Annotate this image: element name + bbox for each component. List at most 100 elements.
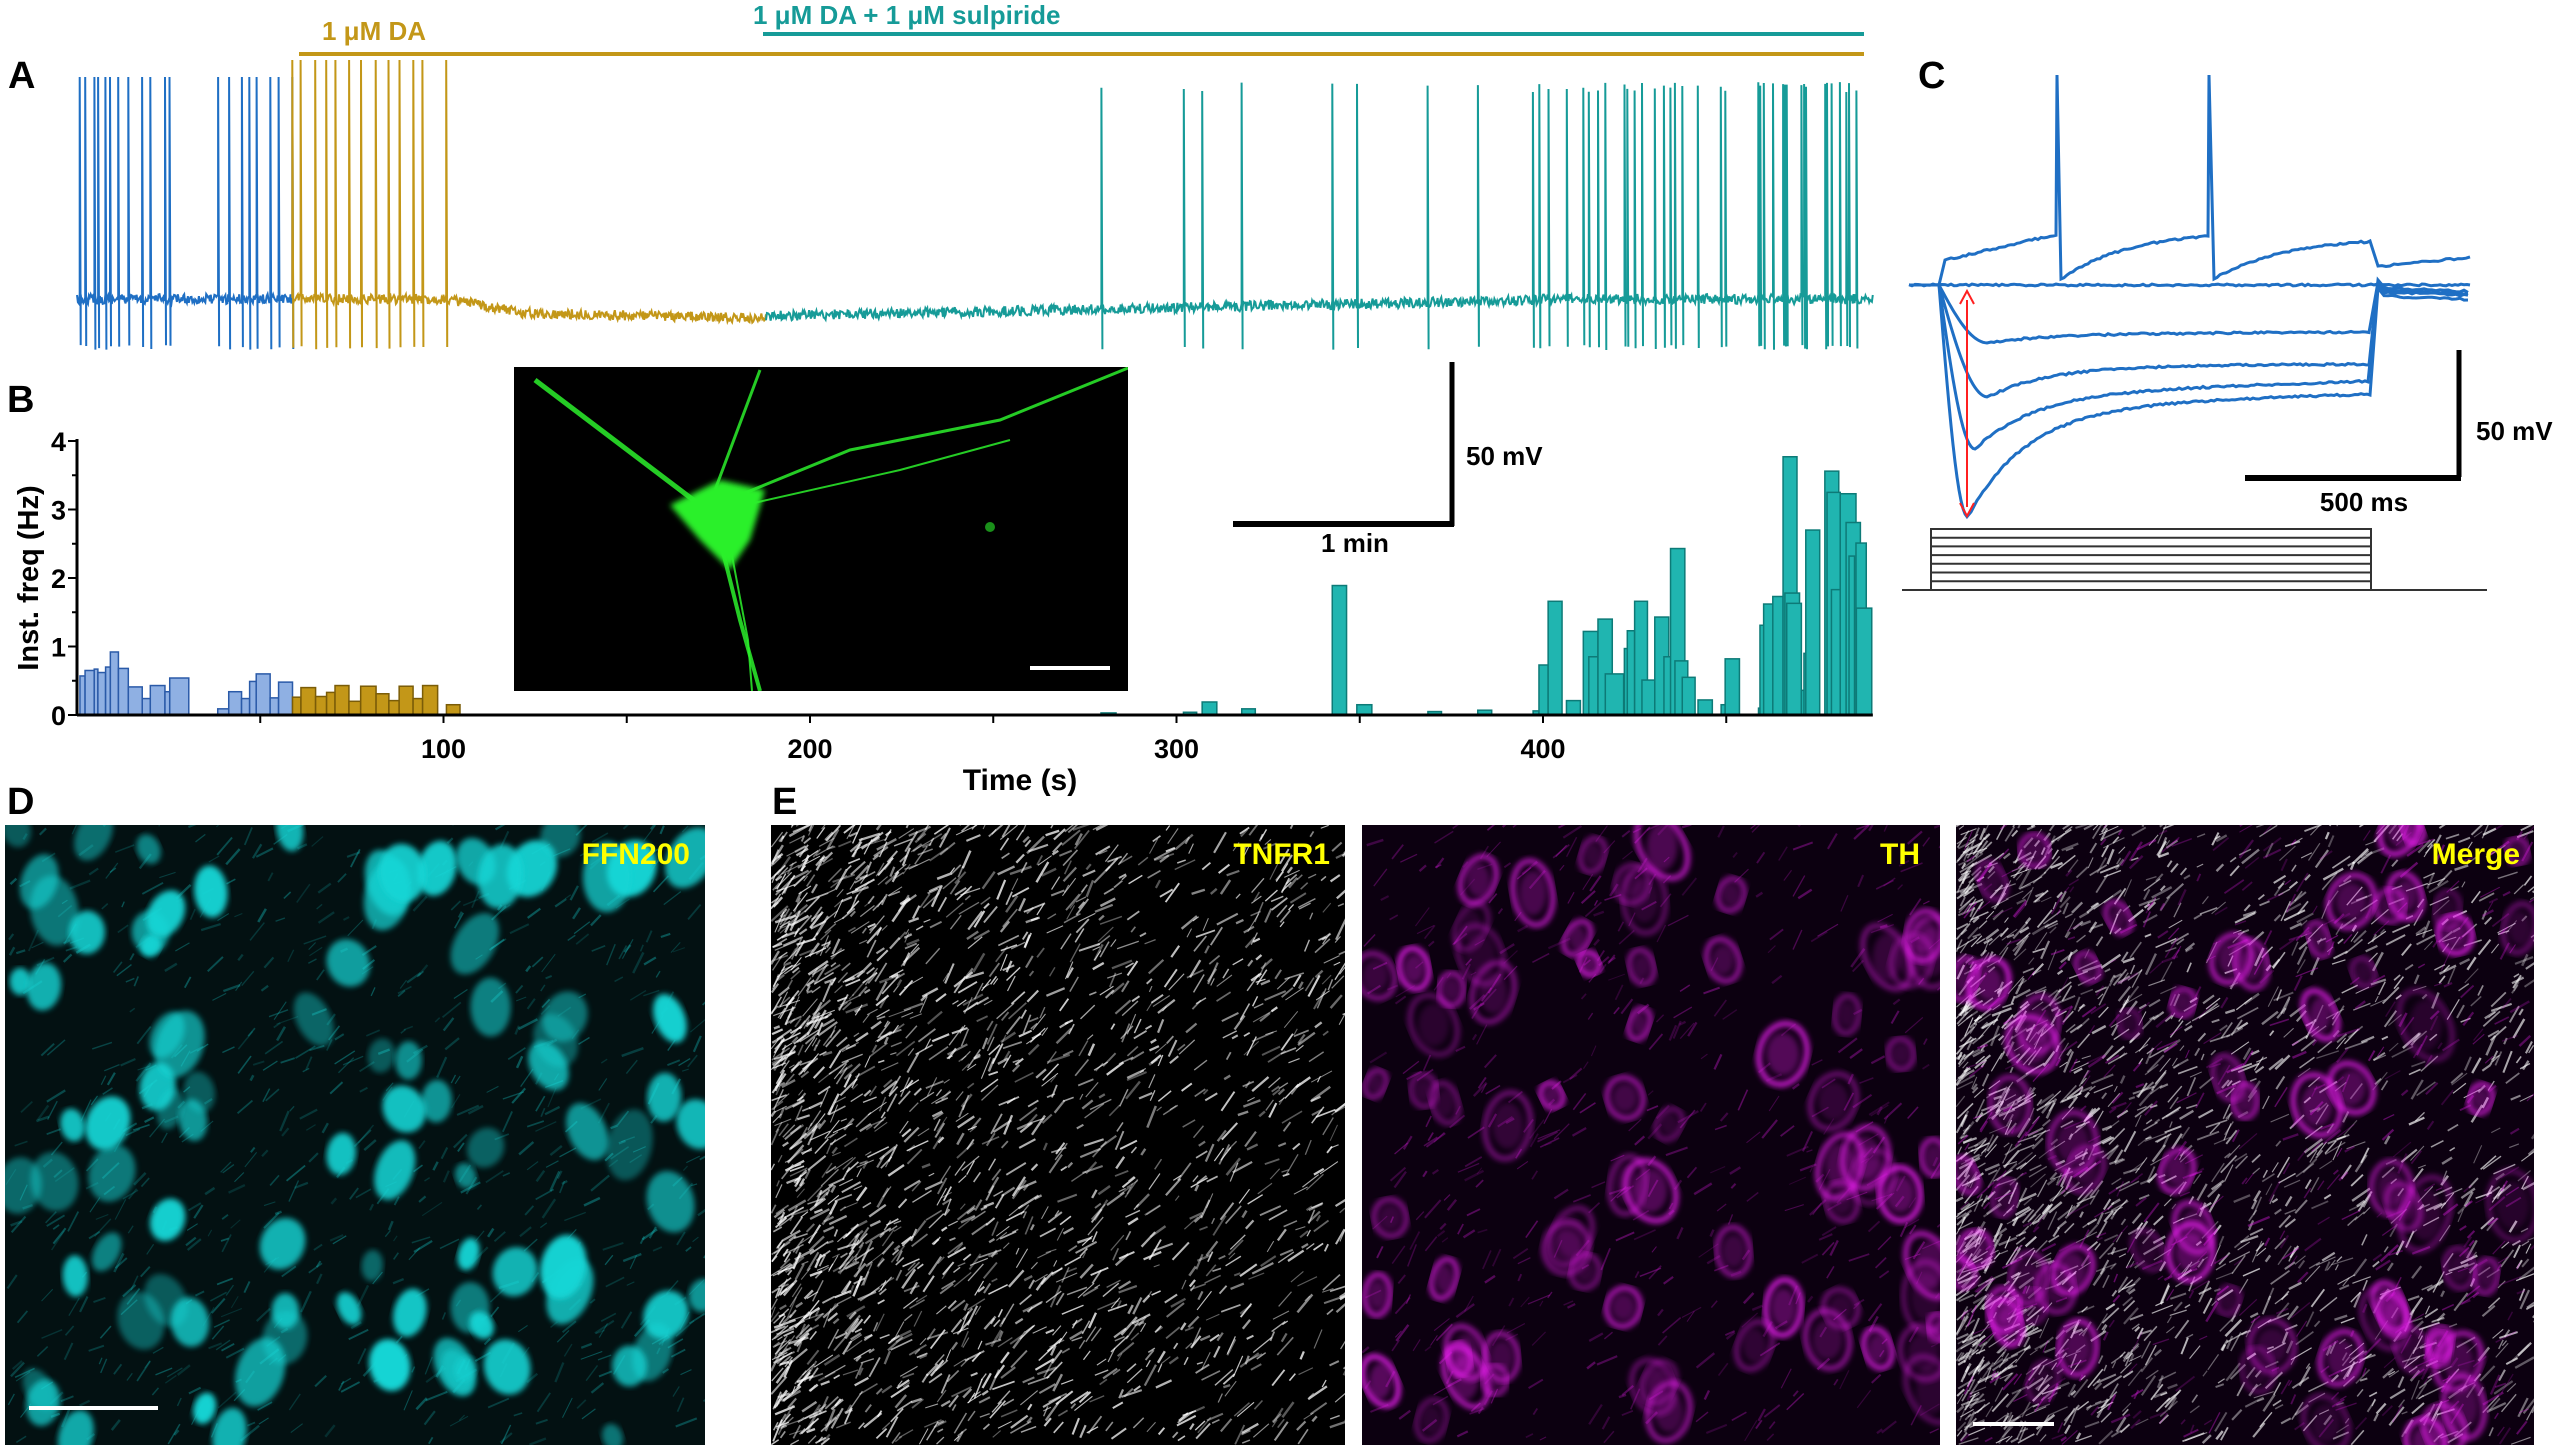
fiber	[1126, 960, 1139, 976]
fiber	[2056, 891, 2063, 899]
fiber	[1244, 936, 1256, 949]
fiber	[1563, 1300, 1574, 1306]
fiber	[862, 971, 878, 984]
fiber	[1126, 1045, 1139, 1057]
fiber	[1971, 1334, 1986, 1347]
fiber	[444, 1037, 460, 1051]
fiber	[2009, 1066, 2014, 1074]
fiber	[771, 1325, 786, 1334]
cell-body	[1885, 1175, 1915, 1213]
fiber	[967, 1082, 975, 1089]
fiber	[953, 1266, 961, 1273]
fiber	[1251, 877, 1265, 894]
fiber	[1232, 1160, 1253, 1174]
fiber	[1329, 994, 1343, 1009]
stimulus-step	[1930, 528, 2372, 591]
fiber	[996, 1231, 1008, 1241]
fiber	[1097, 1184, 1111, 1196]
fiber	[988, 1158, 997, 1171]
fiber	[1156, 1018, 1165, 1034]
x-axis-label: Time (s)	[963, 764, 1077, 797]
fiber	[809, 1330, 817, 1341]
fiber	[1528, 1378, 1544, 1389]
fiber	[518, 1324, 528, 1333]
fiber	[1282, 1121, 1292, 1132]
fiber	[1297, 981, 1304, 990]
fiber	[2385, 934, 2406, 946]
fiber	[1646, 1105, 1659, 1112]
fiber	[454, 1075, 461, 1085]
fiber	[109, 867, 117, 874]
fiber	[1051, 849, 1059, 856]
fiber	[1393, 1170, 1407, 1189]
fiber	[499, 1432, 513, 1444]
fiber	[1052, 1373, 1064, 1392]
fiber	[956, 1132, 965, 1146]
fiber	[1046, 1361, 1063, 1379]
fiber	[1569, 1067, 1583, 1080]
fiber	[1253, 1003, 1264, 1009]
fiber	[1817, 923, 1839, 937]
histogram-bar	[1626, 629, 1636, 716]
fiber	[1213, 1345, 1221, 1358]
fiber	[1092, 961, 1105, 971]
fiber	[1981, 1073, 1990, 1087]
fiber	[1149, 1045, 1160, 1052]
fiber	[1297, 897, 1316, 909]
fiber	[807, 1198, 824, 1205]
fiber	[940, 1226, 948, 1232]
fiber	[800, 1417, 820, 1435]
fiber	[1154, 1043, 1167, 1054]
fiber	[1755, 891, 1764, 898]
fiber	[784, 1404, 794, 1420]
fiber	[1477, 1076, 1487, 1089]
fiber	[1362, 1346, 1370, 1354]
fiber	[1047, 1211, 1063, 1224]
fiber	[1044, 1401, 1060, 1422]
fiber	[1771, 974, 1783, 985]
fiber	[2243, 904, 2251, 912]
fiber	[1132, 1297, 1143, 1315]
fiber	[1176, 859, 1186, 864]
fiber	[1527, 1294, 1551, 1305]
fiber	[1126, 1368, 1143, 1384]
fiber	[2005, 1389, 2022, 1408]
fiber	[2411, 1060, 2426, 1068]
fiber	[948, 1394, 959, 1408]
fiber	[836, 1296, 852, 1305]
fiber	[1686, 1310, 1695, 1322]
fiber	[1978, 1323, 1990, 1337]
fiber	[989, 1369, 1000, 1391]
fiber	[879, 1227, 892, 1236]
fiber	[877, 857, 894, 877]
fiber	[2035, 892, 2045, 898]
cell-body	[276, 825, 304, 852]
fiber	[1082, 1286, 1099, 1297]
fiber	[2340, 1317, 2355, 1324]
fiber	[851, 970, 866, 981]
fiber	[2302, 1158, 2318, 1174]
fiber	[789, 1287, 803, 1308]
fiber	[2014, 988, 2031, 999]
fiber	[655, 970, 661, 978]
fiber	[919, 996, 928, 1013]
fiber	[775, 875, 783, 882]
fiber	[845, 1339, 863, 1353]
fiber	[2108, 974, 2116, 987]
fiber	[1314, 1021, 1323, 1029]
fiber	[1201, 861, 1212, 871]
fiber	[1961, 1389, 1970, 1402]
fiber	[1744, 1420, 1758, 1442]
fiber	[980, 1057, 991, 1079]
fiber	[1041, 1027, 1049, 1036]
fiber	[783, 946, 801, 965]
fiber	[1002, 1041, 1023, 1050]
fiber	[2501, 1241, 2510, 1249]
fiber	[867, 1146, 890, 1158]
fiber	[983, 1201, 995, 1208]
cell-body	[1582, 955, 1597, 972]
fiber	[446, 837, 454, 844]
fiber	[2528, 1045, 2534, 1054]
cell-body	[454, 1163, 477, 1189]
fiber	[1049, 1339, 1065, 1348]
